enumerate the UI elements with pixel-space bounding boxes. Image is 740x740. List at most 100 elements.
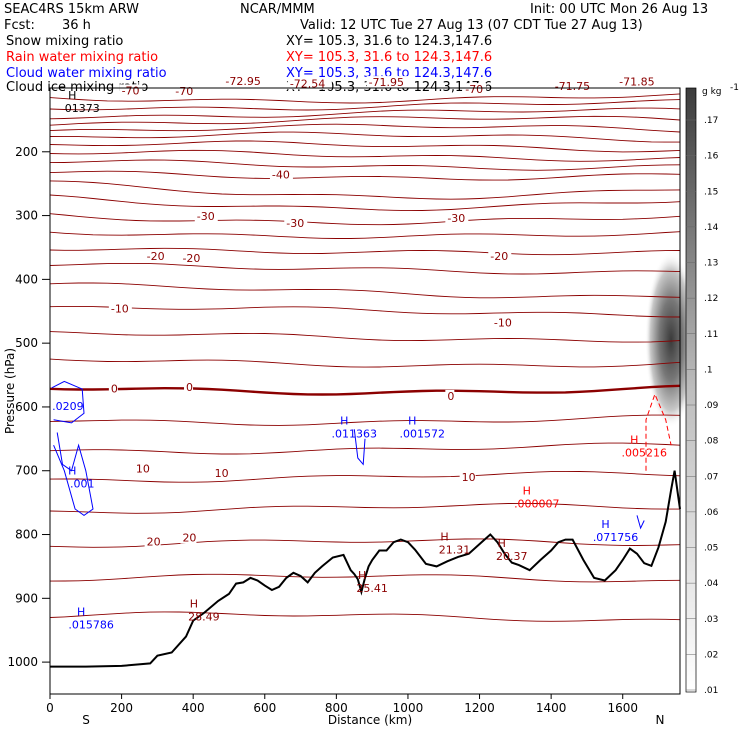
colorbar-label: .09 xyxy=(704,401,719,411)
temperature-label: -40 xyxy=(272,169,290,182)
y-tick-label: 600 xyxy=(15,400,38,414)
temperature-label-bg xyxy=(445,389,455,402)
temperature-label: -72.95 xyxy=(225,75,260,88)
max-value-label: .015786 xyxy=(68,618,114,631)
colorbar-label: .03 xyxy=(704,615,718,625)
x-axis-title: Distance (km) xyxy=(328,713,412,727)
colorbar-gradient xyxy=(685,87,697,693)
org-title: NCAR/MMM xyxy=(240,2,315,17)
colorbar-label: .02 xyxy=(704,650,718,660)
temperature-label-bg xyxy=(144,250,168,263)
isotherm-line xyxy=(49,194,681,212)
temperature-label-bg xyxy=(180,252,204,265)
isotherm-line xyxy=(49,358,681,368)
max-value-label: .071756 xyxy=(593,531,639,544)
y-tick-label: 900 xyxy=(15,591,38,605)
terrain-line xyxy=(50,470,681,668)
x-tick-label: 1200 xyxy=(464,701,495,715)
isotherm-line xyxy=(49,282,681,299)
max-value-label: .005216 xyxy=(621,447,667,460)
max-marker-h: H xyxy=(408,415,416,428)
terrain-layer xyxy=(50,470,681,668)
valid-time: Valid: 12 UTC Tue 27 Aug 13 (07 CDT Tue … xyxy=(300,18,643,33)
colorbar-label: .17 xyxy=(704,116,718,126)
field-xy-rain: XY= 105.3, 31.6 to 124.3,147.6 xyxy=(286,50,493,65)
field-name-rain: Rain water mixing ratio xyxy=(6,50,159,65)
temperature-label: -20 xyxy=(182,252,200,265)
isotherm-line xyxy=(49,305,681,318)
temperature-contours-layer xyxy=(49,93,681,622)
temperature-label: -71.95 xyxy=(369,76,404,89)
isotherm-line xyxy=(49,123,681,133)
max-marker-h: H xyxy=(358,569,366,582)
cloud-water-contour xyxy=(353,429,366,466)
temperature-label-bg xyxy=(133,462,150,475)
isotherm-line xyxy=(49,115,681,126)
north-label: N xyxy=(656,713,665,727)
temperature-label: -10 xyxy=(494,317,512,330)
colorbar-label: .08 xyxy=(704,437,719,447)
field-xy-cloud-water: XY= 105.3, 31.6 to 124.3,147.6 xyxy=(286,66,493,81)
temperature-label: 0 xyxy=(447,390,454,403)
cloud-water-contour xyxy=(51,380,85,424)
colorbar-label: .01 xyxy=(704,686,718,696)
temperature-label-bg xyxy=(180,531,197,544)
y-tick-label: 500 xyxy=(15,336,38,350)
temperature-label-bg xyxy=(284,217,308,230)
x-tick-label: 1600 xyxy=(607,701,638,715)
colorbar: .17 .16 .15 .14 .13 .12 .11 .1 .09 .08 .07 .06 .05 .0… xyxy=(685,83,739,696)
temperature-label-bg xyxy=(108,382,118,395)
temperature-label: -30 xyxy=(197,210,215,223)
contour-labels-layer: -72.95 -72.54 -71.95 -71.75 -71.85 -70 -70 -70 -… xyxy=(52,74,667,631)
isotherm-line xyxy=(49,442,681,455)
isotherm-line xyxy=(49,213,681,226)
temperature-label: -72.54 xyxy=(290,77,325,90)
isotherm-line xyxy=(49,470,681,483)
max-marker-h: H xyxy=(523,485,531,498)
rain-water-contour xyxy=(645,392,672,471)
isotherm-line xyxy=(49,611,681,622)
max-value-label: 28.49 xyxy=(188,611,220,624)
temperature-label: 10 xyxy=(215,467,229,480)
isotherm-line xyxy=(49,131,680,143)
isotherm-line xyxy=(49,93,681,104)
temperature-label-bg xyxy=(184,381,194,393)
max-value-label: .000007 xyxy=(514,498,560,511)
isotherm-line xyxy=(49,99,681,111)
x-tick-label: 1000 xyxy=(393,701,424,715)
max-marker-h: H xyxy=(340,415,348,428)
isotherm-line xyxy=(49,247,681,256)
isotherm-line xyxy=(49,170,681,181)
x-tick-label: 800 xyxy=(325,701,348,715)
field-xy-snow: XY= 105.3, 31.6 to 124.3,147.6 xyxy=(286,34,493,49)
temperature-label: 10 xyxy=(136,463,150,476)
south-label: S xyxy=(82,713,90,727)
y-tick-label: 300 xyxy=(15,209,38,223)
colorbar-label: .12 xyxy=(704,294,718,304)
temperature-label: -20 xyxy=(490,250,508,263)
temperature-label-bg xyxy=(463,83,487,96)
plot-frame xyxy=(49,87,681,695)
temperature-label-bg xyxy=(108,302,132,315)
x-tick-label: 600 xyxy=(253,701,276,715)
max-marker-h: H xyxy=(630,434,638,447)
fcst-label: Fcst: xyxy=(4,18,35,33)
x-tick-label: 1400 xyxy=(536,701,567,715)
isotherm-line xyxy=(49,538,681,548)
temperature-label-bg xyxy=(488,250,512,263)
temperature-label-bg xyxy=(459,470,476,483)
x-tick-label: 400 xyxy=(182,701,205,715)
max-value-label: .001572 xyxy=(400,428,446,441)
isotherm-line xyxy=(49,180,681,200)
field-name-cloud-water: Cloud water mixing ratio xyxy=(6,66,167,81)
colorbar-label: .07 xyxy=(704,472,718,482)
cloud-water-contour xyxy=(53,432,94,517)
colorbar-label: .16 xyxy=(704,152,719,162)
max-marker-h: H xyxy=(190,598,198,611)
temperature-label-bg xyxy=(366,76,411,89)
x-tick-label: 0 xyxy=(46,701,54,715)
temperature-label: -30 xyxy=(447,212,465,225)
max-marker-h: H xyxy=(68,89,76,102)
temperature-label: -71.75 xyxy=(555,80,590,93)
